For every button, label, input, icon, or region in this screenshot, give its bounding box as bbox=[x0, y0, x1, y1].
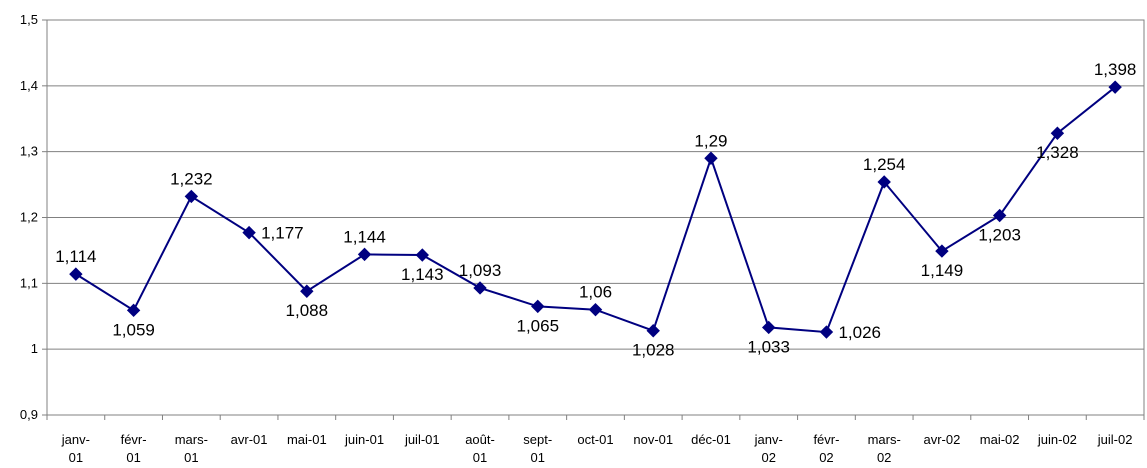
x-tick-label: avr-01 bbox=[231, 432, 268, 447]
data-label: 1,088 bbox=[286, 301, 329, 320]
y-axis: 0,9 1 1,1 1,2 1,3 1,4 1,5 bbox=[20, 12, 47, 422]
y-tick-label: 0,9 bbox=[20, 407, 38, 422]
data-label: 1,398 bbox=[1094, 60, 1137, 79]
data-label: 1,143 bbox=[401, 265, 444, 284]
x-tick-label: 02 bbox=[761, 450, 775, 465]
x-tick-label: mars- bbox=[175, 432, 208, 447]
x-tick-label: mai-01 bbox=[287, 432, 327, 447]
x-tick-label: avr-02 bbox=[923, 432, 960, 447]
data-point-marker bbox=[357, 247, 372, 262]
x-tick-label: juil-01 bbox=[404, 432, 440, 447]
data-point-marker bbox=[126, 303, 141, 318]
data-label: 1,093 bbox=[459, 261, 502, 280]
x-tick-label: mai-02 bbox=[980, 432, 1020, 447]
data-point-marker bbox=[762, 320, 776, 335]
data-label: 1,059 bbox=[112, 320, 155, 339]
x-tick-label: nov-01 bbox=[633, 432, 673, 447]
x-tick-label: janv- bbox=[754, 432, 783, 447]
x-tick-label: 02 bbox=[877, 450, 891, 465]
x-tick-label: févr- bbox=[813, 432, 839, 447]
data-point-marker bbox=[588, 302, 603, 317]
data-point-marker bbox=[992, 208, 1007, 223]
series-line-group bbox=[69, 80, 1122, 339]
x-tick-label: août- bbox=[465, 432, 495, 447]
data-label: 1,177 bbox=[261, 224, 304, 243]
data-point-marker bbox=[877, 175, 891, 189]
data-label: 1,028 bbox=[632, 341, 675, 360]
gridlines bbox=[47, 85, 1144, 350]
y-tick-label: 1,5 bbox=[20, 12, 38, 27]
x-tick-label: 02 bbox=[819, 450, 833, 465]
y-tick-label: 1,1 bbox=[20, 275, 38, 290]
data-label: 1,203 bbox=[978, 226, 1021, 245]
data-label: 1,033 bbox=[747, 337, 790, 356]
y-tick-label: 1,3 bbox=[20, 144, 38, 159]
data-point-marker bbox=[242, 225, 256, 240]
data-point-marker bbox=[69, 267, 83, 281]
x-tick-label: juil-02 bbox=[1097, 432, 1133, 447]
data-label: 1,026 bbox=[838, 323, 881, 342]
data-point-marker bbox=[531, 299, 545, 314]
x-tick-label: juin-01 bbox=[344, 432, 384, 447]
x-tick-label: 01 bbox=[473, 450, 487, 465]
data-label: 1,328 bbox=[1036, 143, 1079, 162]
data-point-marker bbox=[646, 324, 660, 338]
data-point-marker bbox=[415, 248, 429, 262]
x-tick-label: sept- bbox=[523, 432, 552, 447]
x-tick-label: 01 bbox=[69, 450, 83, 465]
x-tick-label: déc-01 bbox=[691, 432, 731, 447]
x-tick-label: févr- bbox=[121, 432, 147, 447]
data-point-marker bbox=[935, 244, 949, 258]
x-tick-label: juin-02 bbox=[1037, 432, 1077, 447]
data-point-marker bbox=[819, 325, 834, 339]
x-tick-label: mars- bbox=[868, 432, 901, 447]
data-point-marker bbox=[184, 189, 199, 204]
data-label: 1,149 bbox=[921, 261, 964, 280]
data-labels: 1,114 1,059 1,232 1,177 1,088 1,144 1,143 1,093… bbox=[55, 60, 1136, 360]
x-tick-label: janv- bbox=[61, 432, 90, 447]
data-point-marker bbox=[1050, 126, 1065, 140]
x-tick-label: oct-01 bbox=[577, 432, 613, 447]
data-label: 1,254 bbox=[863, 155, 906, 174]
x-tick-label: 01 bbox=[184, 450, 198, 465]
data-label: 1,144 bbox=[343, 227, 386, 246]
data-point-marker bbox=[473, 281, 487, 295]
data-point-marker bbox=[300, 284, 314, 298]
data-point-marker bbox=[1108, 80, 1122, 94]
data-label: 1,065 bbox=[516, 316, 559, 335]
data-label: 1,06 bbox=[579, 283, 612, 302]
x-axis: janv- 01 févr- 01 mars- 01 avr-01 mai-01 juin-01… bbox=[46, 415, 1145, 465]
data-label: 1,114 bbox=[55, 247, 96, 266]
y-tick-label: 1,2 bbox=[20, 210, 38, 225]
data-label: 1,29 bbox=[694, 131, 727, 150]
y-tick-label: 1,4 bbox=[20, 78, 38, 93]
data-point-marker bbox=[704, 151, 718, 165]
data-label: 1,232 bbox=[170, 169, 213, 188]
x-tick-label: 01 bbox=[126, 450, 140, 465]
y-tick-label: 1 bbox=[31, 341, 38, 356]
x-tick-label: 01 bbox=[531, 450, 545, 465]
